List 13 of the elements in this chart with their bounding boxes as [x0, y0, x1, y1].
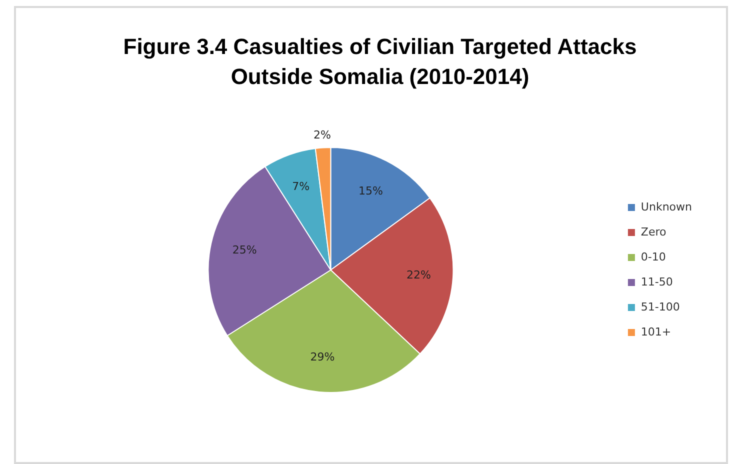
data-label: 2% [314, 128, 331, 142]
legend-label: 11-50 [640, 275, 673, 288]
data-label: 7% [292, 180, 310, 193]
data-label: 25% [232, 244, 257, 257]
legend-label: 0-10 [640, 250, 666, 264]
data-label: 15% [358, 184, 383, 198]
chart-title: Figure 3.4 Casualties of Civilian Targeted Attacks Outside Somalia (2010-2014) [122, 33, 638, 91]
data-label: 29% [310, 350, 335, 364]
data-label: 22% [406, 268, 431, 282]
legend-label: 101+ [640, 325, 672, 338]
legend-label: Zero [640, 225, 667, 238]
legend-label: 51-100 [640, 300, 680, 314]
legend-label: Unknown [640, 200, 692, 214]
